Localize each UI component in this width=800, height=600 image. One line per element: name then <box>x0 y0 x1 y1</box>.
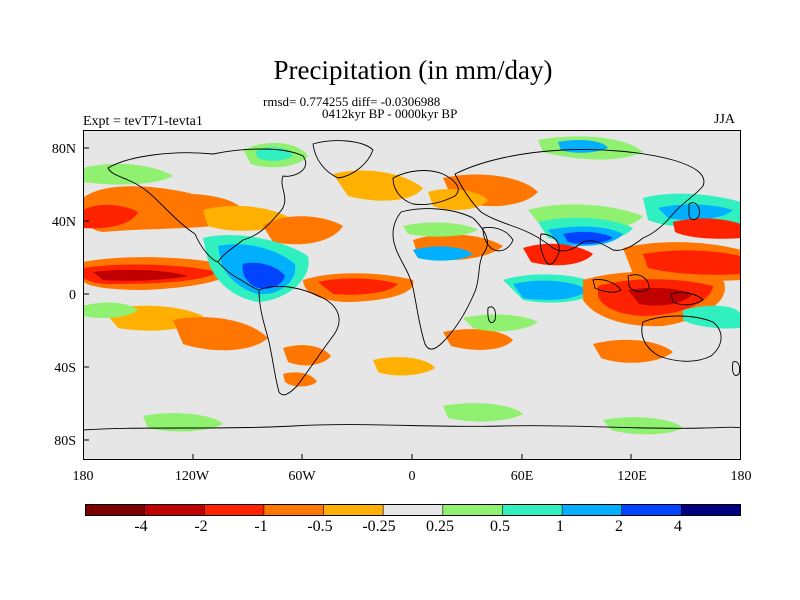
coast-north-america <box>107 148 306 263</box>
anomaly-namerica-orange <box>263 216 343 245</box>
anomaly-wpac-red <box>643 250 741 275</box>
coast-india <box>539 233 560 265</box>
colorbar-label: 2 <box>615 518 623 535</box>
anomaly-europe-yellow <box>428 189 488 210</box>
colorbar-label: 1 <box>556 518 564 535</box>
anomaly-so-green-3 <box>603 417 683 435</box>
stats-line: rmsd= 0.774255 diff= -0.0306988 <box>263 94 441 109</box>
anomaly-indian-blue <box>513 280 588 300</box>
coast-new-guinea <box>670 291 704 306</box>
colorbar-swatch <box>203 504 265 516</box>
colorbar-swatch <box>382 504 444 516</box>
coast-asia <box>454 149 705 252</box>
lon-label-0: 0 <box>408 469 416 484</box>
colorbar-label: -0.25 <box>362 518 396 535</box>
tick-marks <box>83 147 632 460</box>
plot-title: Precipitation (in mm/day) <box>273 55 553 85</box>
anomaly-se-atl-yellow <box>373 357 435 376</box>
lat-label-80n: 80N <box>51 142 76 157</box>
colorbar-frame <box>85 504 741 516</box>
period-line: 0412kyr BP - 0000kyr BP <box>322 106 458 121</box>
anomaly-nwpac-blue <box>658 204 733 220</box>
colorbar-label: 4 <box>674 518 682 535</box>
coast-south-america <box>258 285 340 396</box>
lat-label-80s: 80S <box>54 434 76 449</box>
colorbar-label: -4 <box>134 518 148 535</box>
anomaly-itcz-darkred <box>93 269 188 281</box>
lon-label-180e: 180 <box>730 469 752 484</box>
anomaly-natl-orange <box>333 170 423 201</box>
colorbar-label: -0.5 <box>307 518 333 535</box>
coast-sumatra <box>592 279 622 293</box>
coast-antarctica <box>83 424 741 431</box>
anomaly-tatl-red <box>318 278 398 295</box>
anomaly-field <box>83 136 741 435</box>
anomaly-sam-orange <box>283 345 331 366</box>
colorbar-label: -1 <box>254 518 268 535</box>
colorbar-label: -2 <box>194 518 208 535</box>
colorbar-swatch <box>144 504 206 516</box>
colorbar <box>85 504 741 516</box>
colorbar-swatch <box>502 504 563 516</box>
season-label: JJA <box>714 112 736 127</box>
anomaly-sio-orange <box>593 339 673 363</box>
colorbar-swatch <box>621 504 683 516</box>
anomaly-so-orange <box>283 372 317 387</box>
coast-borneo <box>627 274 650 293</box>
anomaly-africa-green <box>403 222 478 237</box>
lon-label-120w: 120W <box>174 469 210 484</box>
anomaly-camerica-darkblue <box>242 262 285 289</box>
coast-greenland <box>312 140 374 179</box>
anomaly-nwpac-red <box>673 218 741 239</box>
anomaly-spac-green <box>83 302 138 318</box>
precipitation-map <box>83 130 741 460</box>
anomaly-africa-blue <box>413 246 473 261</box>
colorbar-swatch <box>85 504 146 516</box>
colorbar-label: 0.5 <box>490 518 510 535</box>
colorbar-swatch <box>681 504 741 516</box>
anomaly-alaska-green <box>83 163 173 185</box>
anomaly-sio-green <box>463 314 538 332</box>
anomaly-satl-orange <box>443 329 513 350</box>
lon-label-60w: 60W <box>288 469 316 484</box>
lon-label-60e: 60E <box>510 469 534 484</box>
colorbar-swatch <box>323 504 384 516</box>
colorbar-label: 0.25 <box>426 518 454 535</box>
anomaly-spac-orange <box>173 317 268 351</box>
colorbar-swatch <box>263 504 325 516</box>
anomaly-aus-cyan <box>683 305 741 329</box>
anomaly-so-green <box>143 413 223 432</box>
lat-label-40n: 40N <box>51 215 76 230</box>
coast-africa <box>392 208 488 350</box>
coast-japan <box>688 202 700 221</box>
coast-central-america <box>217 261 260 291</box>
colorbar-swatch <box>561 504 623 516</box>
coast-europe <box>392 170 459 205</box>
coast-arabia <box>482 227 514 252</box>
anomaly-so-green-2 <box>443 403 523 422</box>
coastlines <box>83 140 741 431</box>
lon-label-120e: 120E <box>617 469 647 484</box>
anomaly-npac-red <box>83 204 138 229</box>
colorbar-swatch <box>442 504 504 516</box>
coast-new-zealand <box>732 361 741 376</box>
anomaly-asia-darkblue <box>563 231 613 245</box>
lat-label-0: 0 <box>69 288 76 303</box>
lat-label-40s: 40S <box>54 361 76 376</box>
lon-label-180w: 180 <box>72 469 94 484</box>
coast-australia <box>641 315 722 362</box>
coast-madagascar <box>487 306 496 324</box>
experiment-label: Expt = tevT71-tevta1 <box>83 114 203 129</box>
